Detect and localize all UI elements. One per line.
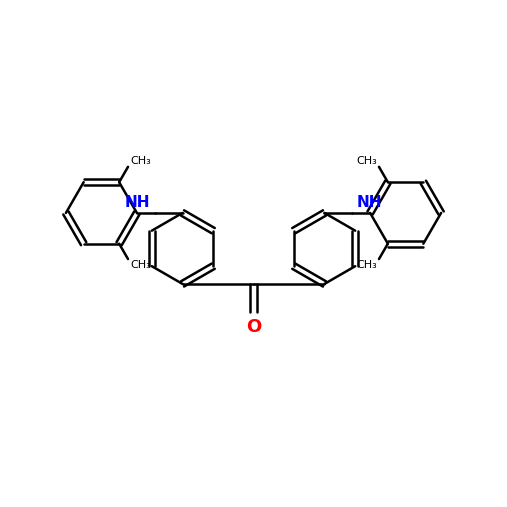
Text: CH₃: CH₃: [130, 260, 151, 270]
Text: NH: NH: [356, 195, 382, 210]
Text: CH₃: CH₃: [356, 260, 377, 270]
Text: O: O: [246, 318, 261, 336]
Text: CH₃: CH₃: [130, 156, 151, 166]
Text: CH₃: CH₃: [356, 156, 377, 166]
Text: NH: NH: [125, 195, 151, 210]
